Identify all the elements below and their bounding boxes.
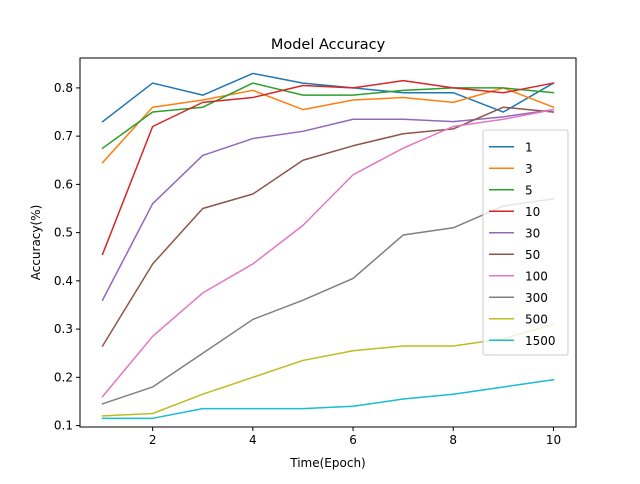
legend-label-10: 10 [525,205,540,219]
x-tick-label: 8 [449,433,457,447]
series-line-5 [101,82,555,150]
series-line-10 [101,79,555,256]
legend-box [482,129,569,356]
series-line-500 [101,323,555,417]
legend-label-1500: 1500 [525,334,556,348]
legend-label-30: 30 [525,226,540,240]
y-tick-label: 0.7 [54,129,73,143]
series-line-1 [101,72,555,123]
y-tick-label: 0.4 [54,274,73,288]
x-tick-label: 2 [149,433,157,447]
series-line-3 [101,87,555,164]
y-axis-ticks: 0.1 0.2 0.3 0.4 0.5 0.6 0.7 0.8 [54,81,80,433]
legend-label-3: 3 [525,162,533,176]
legend: 1 3 5 10 30 50 100 300 500 1500 [482,129,569,356]
series-line-50 [101,106,555,347]
legend-label-5: 5 [525,183,533,197]
x-axis-label: Time(Epoch) [289,456,365,470]
series-line-1500 [101,378,555,420]
x-tick-label: 4 [249,433,257,447]
y-tick-label: 0.6 [54,177,73,191]
y-tick-label: 0.5 [54,226,73,240]
series-line-30 [101,108,555,302]
chart-title: Model Accuracy [271,37,386,53]
legend-label-100: 100 [525,269,548,283]
legend-label-500: 500 [525,312,548,326]
y-axis-label: Accuracy(%) [29,205,43,281]
y-tick-label: 0.3 [54,322,73,336]
legend-label-50: 50 [525,248,540,262]
y-tick-label: 0.1 [54,419,73,433]
plot-frame [79,57,577,428]
series-line-100 [101,108,555,398]
x-tick-label: 10 [546,433,561,447]
y-tick-label: 0.2 [54,370,73,384]
x-axis-ticks: 2 4 6 8 10 [149,427,561,447]
x-tick-label: 6 [349,433,357,447]
series-line-300 [101,198,555,405]
plot-lines [101,72,555,420]
legend-label-300: 300 [525,291,548,305]
legend-label-1: 1 [525,140,533,154]
y-tick-label: 0.8 [54,81,73,95]
